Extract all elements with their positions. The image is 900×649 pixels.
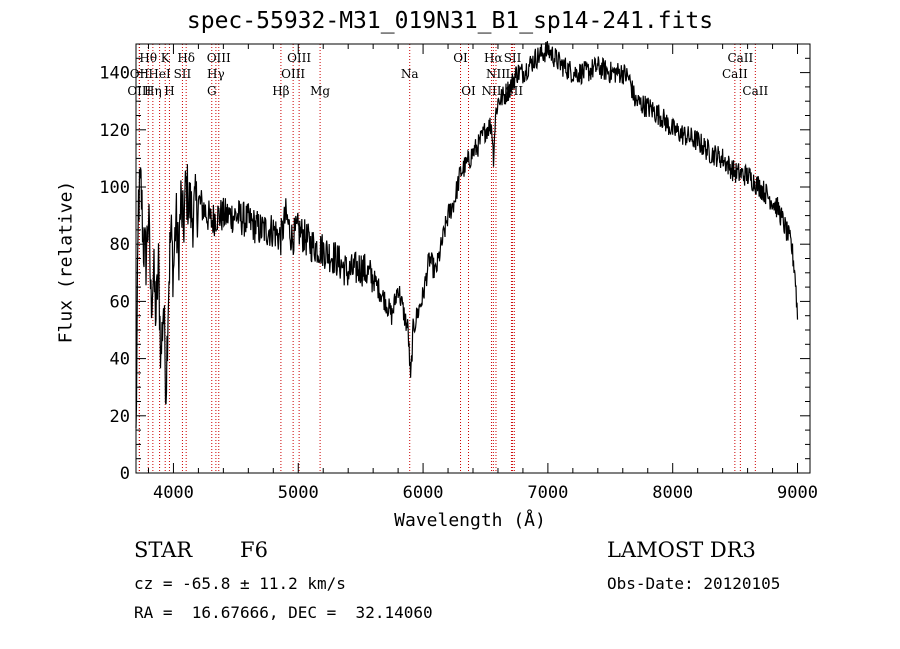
chart-title: spec-55932-M31_019N31_B1_sp14-241.fits xyxy=(186,8,714,34)
spectral-line-label: Na xyxy=(401,67,419,81)
x-tick-label: 7000 xyxy=(527,483,568,503)
spectral-line-label: Mg xyxy=(310,84,330,98)
spectral-line-label: Hθ xyxy=(139,51,157,65)
survey-name: LAMOST DR3 xyxy=(607,538,756,562)
spectral-line-label: Hα xyxy=(484,51,503,65)
x-tick-label: 8000 xyxy=(652,483,693,503)
spectral-line-label: SII xyxy=(504,51,522,65)
x-tick-label: 4000 xyxy=(153,483,194,503)
spectral-line-label: NII xyxy=(486,67,506,81)
spectral-line-label: OI xyxy=(461,84,476,98)
spectral-line-label: G xyxy=(207,84,217,98)
spectral-line-label: CaII xyxy=(742,84,768,98)
object-subclass: F6 xyxy=(240,538,268,562)
spectral-line-label: OIII xyxy=(287,51,311,65)
spectral-line-label: OIII xyxy=(281,67,305,81)
y-tick-label: 140 xyxy=(99,64,130,84)
spectral-line-label: Hγ xyxy=(207,67,225,81)
spectral-line-label: OII xyxy=(130,67,150,81)
y-tick-label: 100 xyxy=(99,178,130,198)
spectrum-series-line xyxy=(135,41,799,429)
spectral-line-label: CaII xyxy=(722,67,748,81)
spectral-line-label: HeI xyxy=(148,67,171,81)
y-tick-label: 80 xyxy=(110,235,130,255)
y-tick-label: 20 xyxy=(110,407,130,427)
x-tick-label: 9000 xyxy=(777,483,818,503)
spectral-line-label: Hβ xyxy=(272,84,289,98)
redshift-velocity: cz = -65.8 ± 11.2 km/s xyxy=(134,574,346,593)
x-tick-label: 5000 xyxy=(278,483,319,503)
y-axis-label: Flux (relative) xyxy=(55,180,77,344)
x-axis-label: Wavelength (Å) xyxy=(394,510,546,531)
spectral-line-label: H xyxy=(164,84,174,98)
spectral-line-label: OIII xyxy=(127,84,151,98)
spectral-line-label: OI xyxy=(453,51,468,65)
y-tick-label: 40 xyxy=(110,350,130,370)
spectral-line-label: Hη xyxy=(144,84,162,98)
spectral-line-label: SII xyxy=(174,67,192,81)
object-class: STAR xyxy=(134,538,193,562)
spectral-line-label: Hδ xyxy=(177,51,195,65)
y-tick-label: 0 xyxy=(120,464,130,484)
spectral-line-label: K xyxy=(161,51,171,65)
y-tick-label: 120 xyxy=(99,121,130,141)
spectral-line-label: SII xyxy=(505,84,523,98)
plot-frame xyxy=(135,43,811,474)
observation-date: Obs-Date: 20120105 xyxy=(607,574,781,593)
sky-coordinates: RA = 16.67666, DEC = 32.14060 xyxy=(134,603,433,622)
x-tick-label: 6000 xyxy=(403,483,444,503)
y-tick-label: 60 xyxy=(110,292,130,312)
spectral-line-label: Li xyxy=(506,67,518,81)
spectral-line-label: OIII xyxy=(207,51,231,65)
spectral-line-label: CaII xyxy=(727,51,753,65)
spectral-line-label: NII xyxy=(481,84,501,98)
